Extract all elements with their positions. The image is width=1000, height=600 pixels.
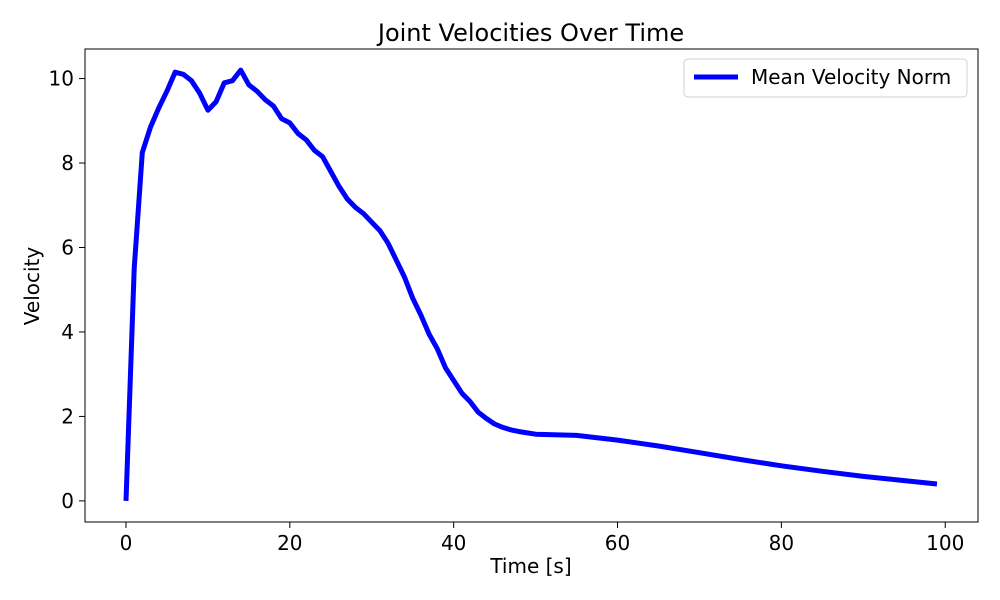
chart-title: Joint Velocities Over Time — [376, 19, 684, 47]
y-tick-label: 0 — [61, 489, 74, 513]
x-axis-ticks: 0 20 40 60 80 100 — [120, 522, 964, 555]
y-axis-ticks: 0 2 4 6 8 10 — [49, 67, 85, 513]
y-axis-label: Velocity — [20, 247, 44, 326]
y-tick-label: 4 — [61, 320, 74, 344]
series-line-mean-velocity-norm — [123, 67, 938, 501]
x-tick-label: 60 — [605, 531, 630, 555]
plot-area-frame — [84, 48, 979, 523]
x-tick-label: 0 — [120, 531, 133, 555]
y-tick-label: 10 — [49, 67, 74, 91]
x-tick-label: 20 — [277, 531, 302, 555]
legend: Mean Velocity Norm — [683, 58, 968, 98]
legend-label-mean-velocity-norm: Mean Velocity Norm — [751, 65, 951, 89]
legend-box — [683, 58, 968, 98]
x-tick-label: 80 — [769, 531, 794, 555]
y-tick-label: 6 — [61, 235, 74, 259]
y-tick-label: 8 — [61, 151, 74, 175]
x-tick-label: 40 — [441, 531, 466, 555]
x-tick-label: 100 — [926, 531, 964, 555]
y-tick-label: 2 — [61, 404, 74, 428]
x-axis-label: Time [s] — [489, 554, 571, 578]
